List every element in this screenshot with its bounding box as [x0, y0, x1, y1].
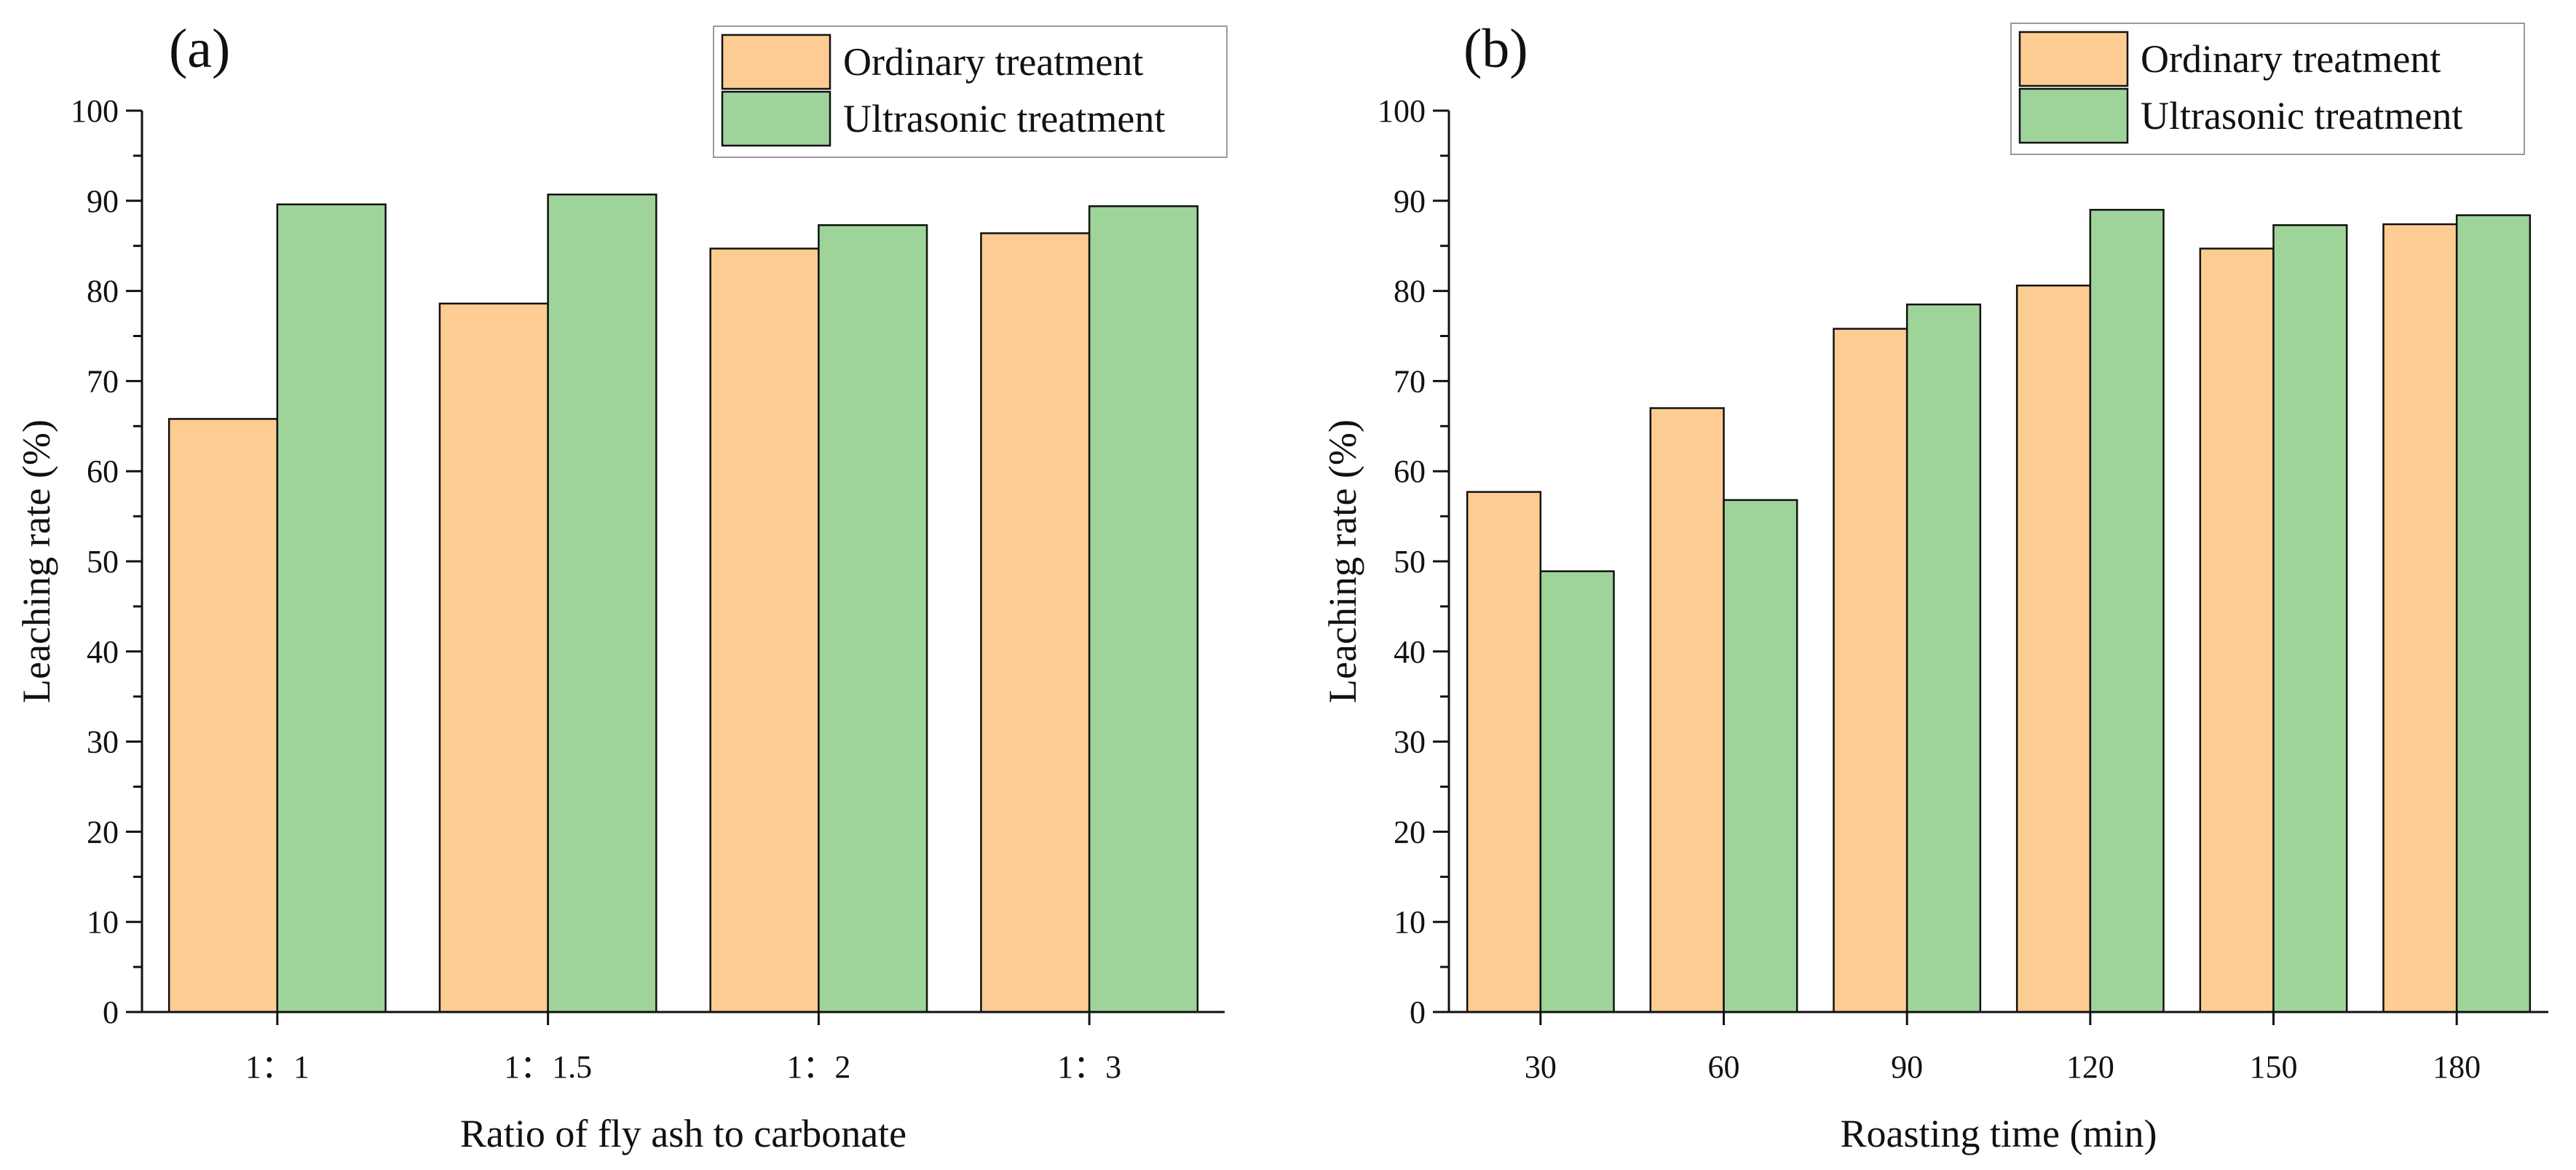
y-tick-label: 60: [1394, 454, 1426, 489]
y-tick-label: 80: [1394, 274, 1426, 309]
x-tick-label: 150: [2250, 1049, 2298, 1085]
bar-b-ordinary-3: [1833, 328, 1908, 1013]
bar-a-ordinary-2: [438, 302, 549, 1013]
x-axis-label: Ratio of fly ash to carbonate: [460, 1112, 906, 1155]
legend-swatch-ultrasonic: [721, 90, 831, 147]
bar-b-ultrasonic-2: [1723, 499, 1798, 1013]
x-tick-label: 1：2: [786, 1049, 850, 1085]
y-tick-label: 40: [87, 634, 119, 670]
y-axis-label: Leaching rate (%): [15, 419, 58, 703]
bar-a-ordinary-4: [980, 232, 1091, 1013]
legend-swatch-ordinary: [721, 33, 831, 90]
bar-a-ultrasonic-1: [276, 203, 387, 1013]
bar-a-ultrasonic-3: [818, 224, 928, 1013]
y-tick-label: 20: [1394, 814, 1426, 850]
panel-label: (b): [1463, 18, 1528, 79]
y-tick-label: 70: [87, 363, 119, 399]
y-tick-label: 50: [1394, 544, 1426, 580]
x-tick-label: 1：3: [1057, 1049, 1121, 1085]
y-tick-label: 50: [87, 544, 119, 580]
y-tick-label: 100: [71, 93, 119, 129]
y-tick-label: 20: [87, 814, 119, 850]
bar-a-ultrasonic-2: [547, 193, 657, 1013]
bar-b-ultrasonic-4: [2089, 208, 2165, 1013]
x-tick-label: 90: [1891, 1049, 1923, 1085]
panel-a-chart: 1：1 1：1.5 1：2 1：3 0 10 20 30 40 50 60 70 80 90 100 Leac…: [15, 18, 1228, 1155]
bar-b-ordinary-2: [1649, 407, 1725, 1013]
legend-entry-label: Ultrasonic treatment: [2141, 94, 2462, 138]
y-tick-label: 30: [87, 724, 119, 760]
bar-a-ordinary-1: [167, 418, 279, 1013]
y-tick-label: 30: [1394, 724, 1426, 760]
bar-b-ultrasonic-1: [1539, 570, 1615, 1013]
legend-swatch-ultrasonic: [2018, 87, 2129, 144]
x-tick-label: 30: [1525, 1049, 1557, 1085]
y-axis-label: Leaching rate (%): [1321, 419, 1364, 703]
legend-swatch-ordinary: [2018, 31, 2129, 87]
legend-entry-label: Ordinary treatment: [843, 40, 1143, 84]
legend-entry-label: Ordinary treatment: [2141, 37, 2441, 81]
y-tick-label: 70: [1394, 363, 1426, 399]
y-tick-label: 10: [87, 904, 119, 940]
bar-b-ordinary-1: [1466, 491, 1542, 1013]
y-tick-label: 90: [87, 183, 119, 219]
y-tick-label: 0: [103, 995, 119, 1030]
bar-a-ordinary-3: [709, 248, 820, 1013]
bar-b-ordinary-4: [2015, 284, 2092, 1013]
y-tick-label: 0: [1410, 995, 1426, 1030]
bar-b-ultrasonic-5: [2272, 224, 2348, 1013]
bar-b-ordinary-5: [2199, 248, 2275, 1013]
y-tick-label: 40: [1394, 634, 1426, 670]
x-tick-label: 120: [2066, 1049, 2114, 1085]
legend-entry-label: Ultrasonic treatment: [843, 97, 1165, 141]
bar-b-ordinary-6: [2382, 223, 2458, 1013]
y-tick-label: 90: [1394, 183, 1426, 219]
y-tick-label: 10: [1394, 904, 1426, 940]
x-tick-label: 1：1: [245, 1049, 309, 1085]
y-tick-label: 100: [1378, 93, 1426, 129]
bar-b-ultrasonic-6: [2455, 214, 2532, 1013]
panel-b-chart: 30 60 90 120 150 180 0 10 20 30 40 50 60 70 80 90 100 Lea…: [1321, 18, 2548, 1155]
x-tick-label: 180: [2433, 1049, 2481, 1085]
y-tick-label: 80: [87, 274, 119, 309]
bar-a-ultrasonic-4: [1088, 205, 1199, 1013]
bar-b-ultrasonic-3: [1905, 303, 1982, 1013]
x-tick-label: 60: [1708, 1049, 1740, 1085]
x-tick-label: 1：1.5: [504, 1049, 592, 1085]
y-tick-label: 60: [87, 454, 119, 489]
x-axis-label: Roasting time (min): [1841, 1112, 2157, 1155]
panel-label: (a): [169, 18, 230, 79]
